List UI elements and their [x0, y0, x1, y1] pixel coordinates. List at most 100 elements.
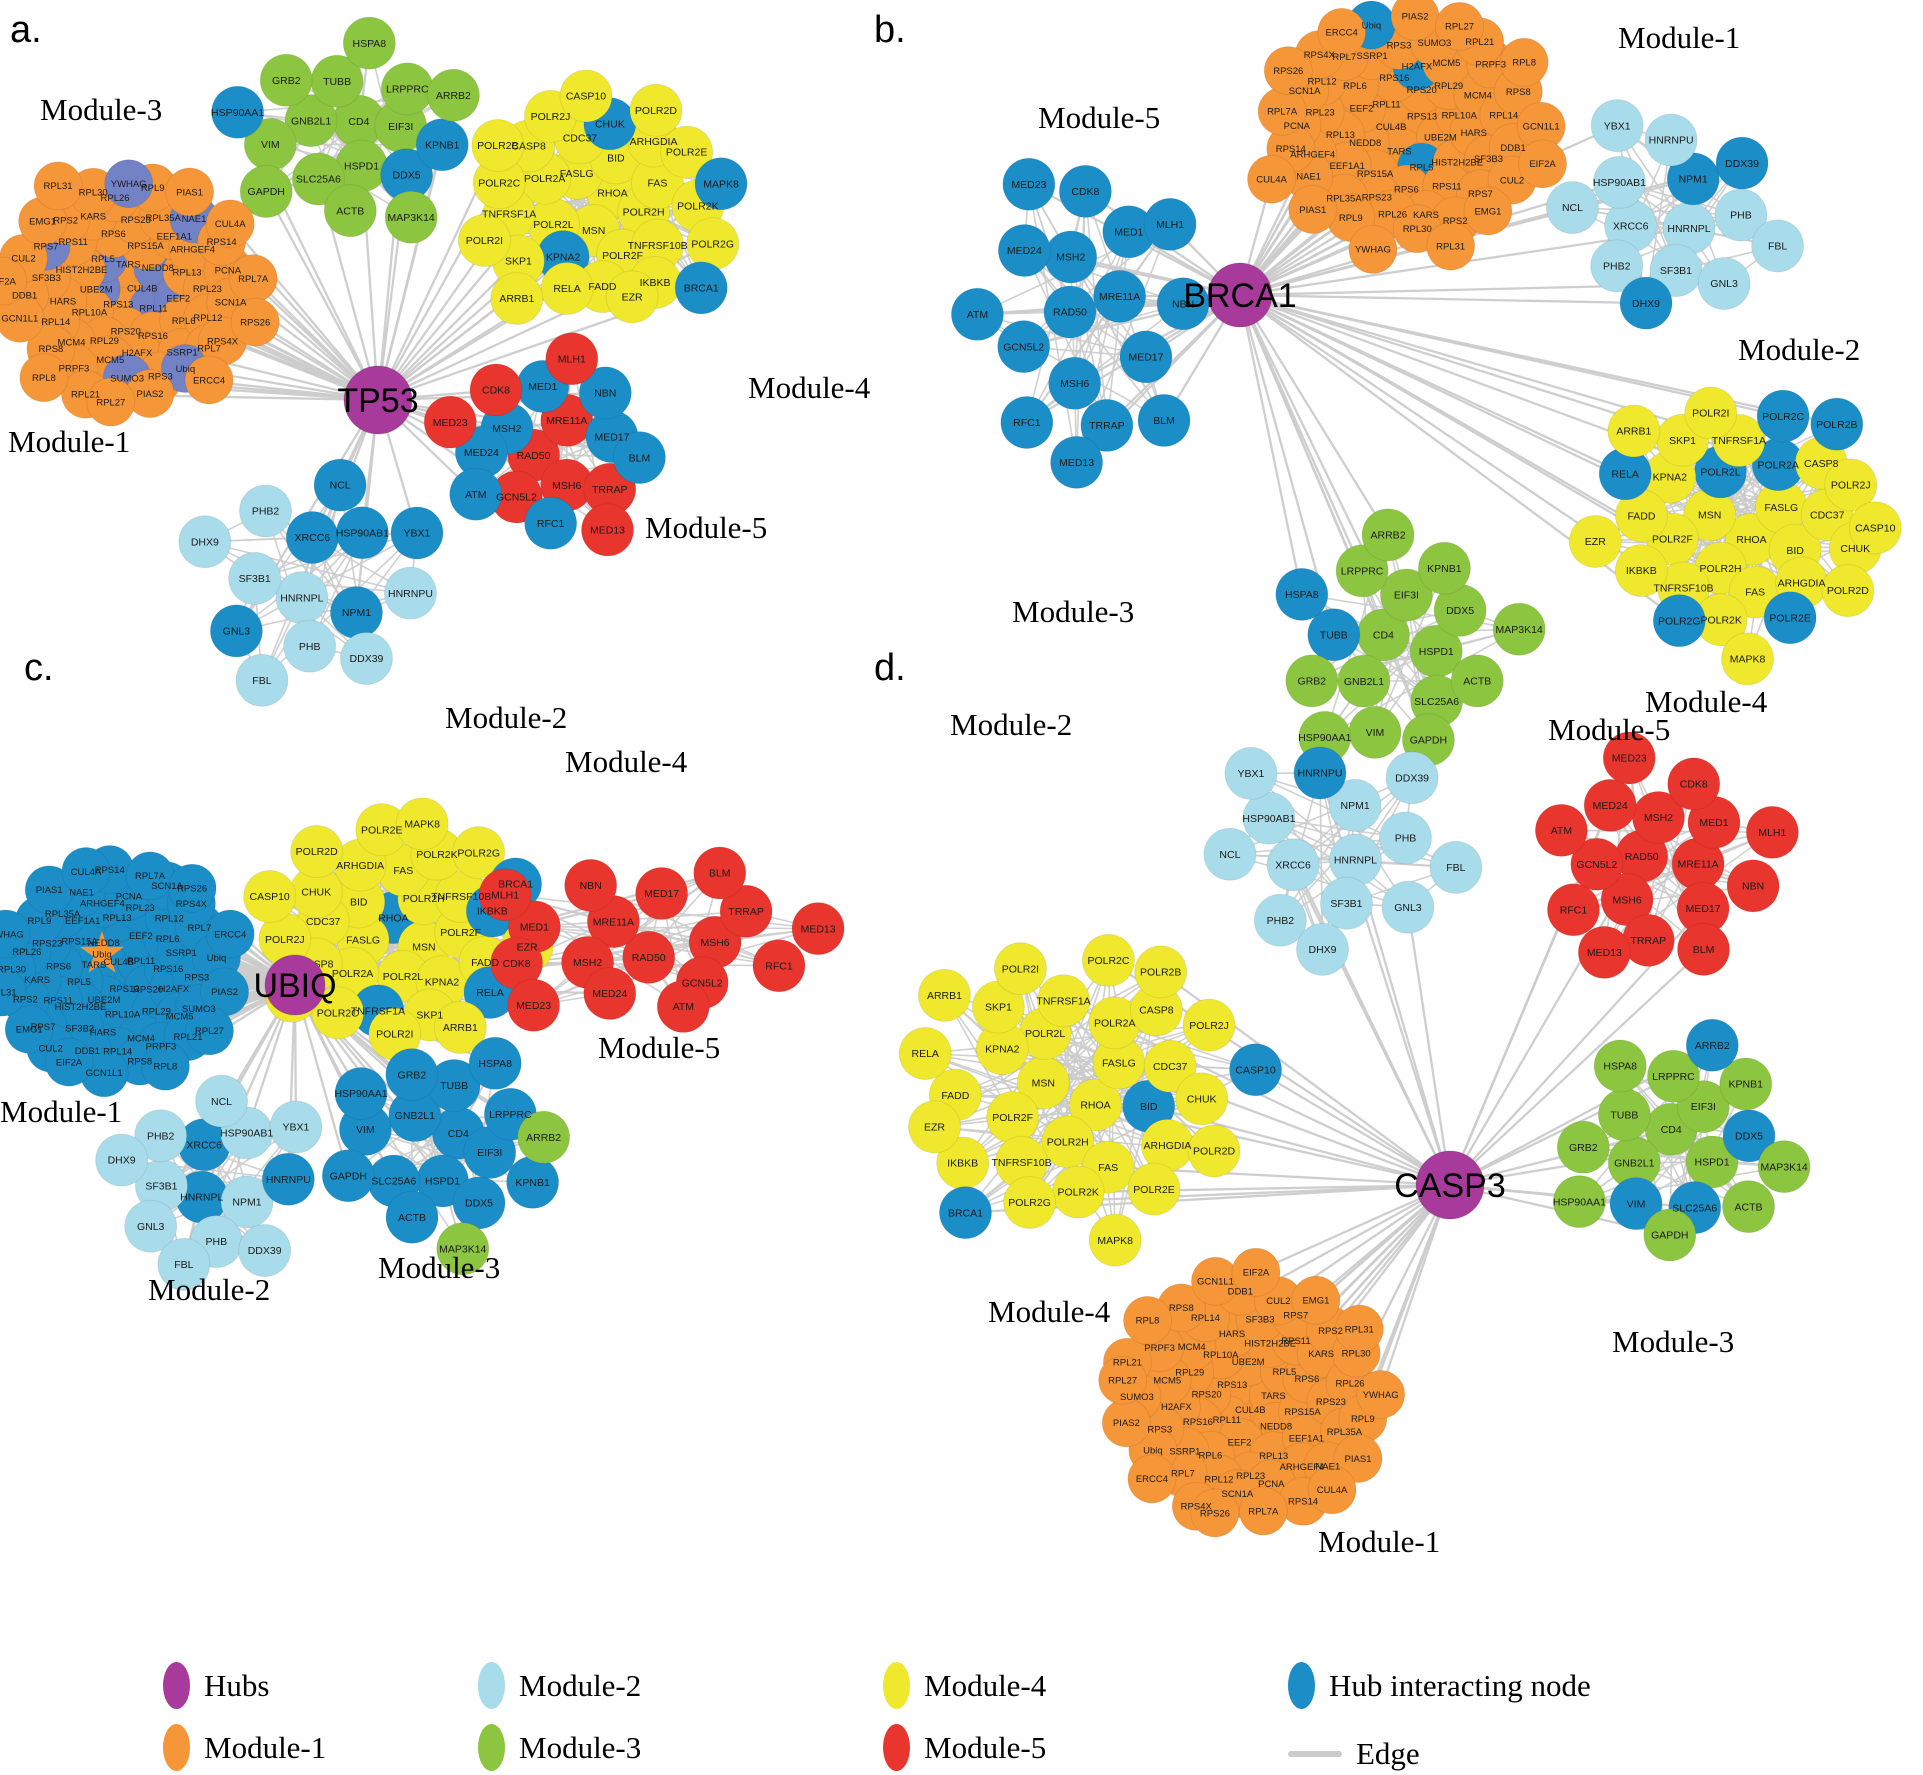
node-mlh1[interactable]	[1143, 197, 1197, 251]
node-nbn[interactable]	[578, 366, 632, 420]
node-rpl31[interactable]	[1426, 221, 1476, 271]
node-actb[interactable]	[323, 184, 377, 238]
node-ikbkb[interactable]	[1614, 544, 1668, 598]
node-msh6[interactable]	[1048, 356, 1102, 410]
node-rpl8[interactable]	[1499, 37, 1549, 87]
node-trrap[interactable]	[1080, 398, 1134, 452]
node-gnb2l1[interactable]	[284, 94, 338, 148]
star-node-ubiq[interactable]	[80, 931, 124, 973]
node-polr2c[interactable]	[1756, 389, 1810, 443]
node-eif2a[interactable]	[44, 1037, 94, 1087]
node-atm[interactable]	[449, 467, 503, 521]
node-map3k14[interactable]	[1492, 602, 1546, 656]
node-phb[interactable]	[283, 619, 337, 673]
node-polr2d[interactable]	[290, 824, 344, 878]
node-trrap[interactable]	[719, 884, 773, 938]
node-rpl27[interactable]	[1435, 1, 1485, 51]
node-blm[interactable]	[693, 846, 747, 900]
node-kpnb1[interactable]	[1417, 541, 1471, 595]
node-arrb1[interactable]	[490, 272, 544, 326]
node-ercc4[interactable]	[1317, 7, 1367, 57]
node-cdk8[interactable]	[1058, 164, 1112, 218]
node-blm[interactable]	[1137, 393, 1191, 447]
node-mlh1[interactable]	[545, 332, 599, 386]
node-mapk8[interactable]	[694, 157, 748, 211]
node-cul4a[interactable]	[1247, 154, 1297, 204]
node-rela[interactable]	[540, 261, 594, 315]
node-sf3b1[interactable]	[228, 551, 282, 605]
node-ezr[interactable]	[605, 270, 659, 324]
node-map3k14[interactable]	[384, 190, 438, 244]
node-med23[interactable]	[423, 395, 477, 449]
node-arrb2[interactable]	[426, 68, 480, 122]
node-brca1[interactable]	[674, 261, 728, 315]
node-ercc4[interactable]	[184, 355, 234, 405]
node-polr2j[interactable]	[1824, 458, 1878, 512]
node-rpl8[interactable]	[19, 353, 69, 403]
node-phb2[interactable]	[1590, 239, 1644, 293]
node-hnrnpu[interactable]	[383, 566, 437, 620]
node-gnb2l1[interactable]	[1337, 654, 1391, 708]
node-rps26[interactable]	[1263, 46, 1313, 96]
node-hspa8[interactable]	[1275, 567, 1329, 621]
node-hsp90aa1[interactable]	[211, 85, 265, 139]
node-ddx39[interactable]	[1715, 136, 1769, 190]
node-arrb1[interactable]	[433, 1000, 487, 1054]
node-npm1[interactable]	[220, 1175, 274, 1229]
node-gapdh[interactable]	[239, 165, 293, 219]
node-arrb2[interactable]	[1361, 508, 1415, 562]
node-casp10[interactable]	[243, 870, 297, 924]
node-polr2g[interactable]	[1652, 594, 1706, 648]
node-med23[interactable]	[507, 978, 561, 1032]
node-kpnb1[interactable]	[415, 118, 469, 172]
node-med24[interactable]	[997, 224, 1051, 278]
node-polr2d[interactable]	[1821, 564, 1875, 618]
node-eif2a[interactable]	[1518, 139, 1568, 189]
node-polr2d[interactable]	[629, 83, 683, 137]
node-rad50[interactable]	[622, 930, 676, 984]
node-rpl8[interactable]	[140, 1041, 190, 1091]
node-casp10[interactable]	[559, 69, 613, 123]
node-dhx9[interactable]	[1619, 276, 1673, 330]
node-pias1[interactable]	[165, 167, 215, 217]
node-eif3i[interactable]	[1379, 568, 1433, 622]
node-polr2g[interactable]	[452, 826, 506, 880]
node-rfc1[interactable]	[752, 939, 806, 993]
node-casp10[interactable]	[1848, 501, 1902, 555]
node-fbl[interactable]	[1751, 219, 1805, 273]
node-mapk8[interactable]	[1721, 632, 1775, 686]
node-slc25a6[interactable]	[291, 152, 345, 206]
node-ywhag[interactable]	[0, 909, 31, 959]
node-rpl31[interactable]	[0, 967, 27, 1017]
node-hnrnpu[interactable]	[1644, 113, 1698, 167]
node-polr2e[interactable]	[660, 125, 714, 179]
node-ercc4[interactable]	[205, 909, 255, 959]
node-rfc1[interactable]	[1000, 395, 1054, 449]
node-med17[interactable]	[635, 866, 689, 920]
node-pias1[interactable]	[1288, 184, 1338, 234]
node-med13[interactable]	[581, 503, 635, 557]
node-hsp90ab1[interactable]	[1592, 155, 1646, 209]
node-ybx1[interactable]	[390, 506, 444, 560]
node-polr2i[interactable]	[457, 213, 511, 267]
node-blm[interactable]	[612, 431, 666, 485]
node-arrb1[interactable]	[1607, 404, 1661, 458]
node-ywhag[interactable]	[1348, 224, 1398, 274]
node-gnl3[interactable]	[1697, 257, 1751, 311]
node-emg1[interactable]	[4, 1004, 54, 1054]
node-atm[interactable]	[950, 287, 1004, 341]
node-gnl3[interactable]	[209, 604, 263, 658]
node-atm[interactable]	[656, 979, 710, 1033]
node-dhx9[interactable]	[178, 515, 232, 569]
node-rpl31[interactable]	[33, 161, 83, 211]
node-hspa8[interactable]	[342, 16, 396, 70]
node-phb2[interactable]	[239, 484, 293, 538]
node-ybx1[interactable]	[1590, 99, 1644, 153]
node-grb2[interactable]	[1285, 654, 1339, 708]
node-rad50[interactable]	[1043, 285, 1097, 339]
node-eif2a[interactable]	[0, 256, 28, 306]
node-med17[interactable]	[1119, 330, 1173, 384]
node-tubb[interactable]	[1307, 608, 1361, 662]
node-rps26[interactable]	[167, 863, 217, 913]
node-ncl[interactable]	[1545, 181, 1599, 235]
